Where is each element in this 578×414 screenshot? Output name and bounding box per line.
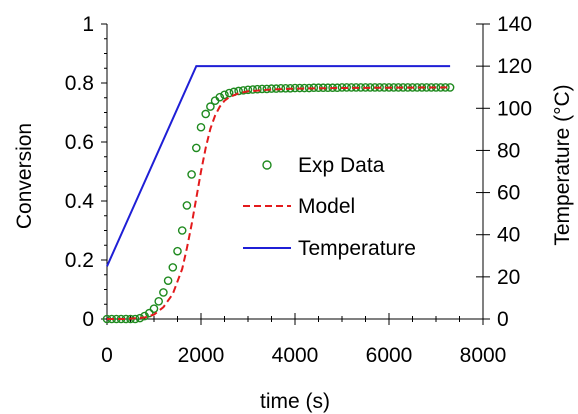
x-tick-label: 0: [101, 344, 113, 367]
y2-tick-label: 140: [497, 13, 532, 36]
legend-marker-exp-data: [262, 160, 272, 170]
model-line: [107, 86, 451, 320]
exp-data-point: [149, 304, 159, 313]
y2-tick-label: 40: [497, 224, 520, 247]
axes: 0 0.2 0.4 0.6 0.8 1 0 20 40 60 80 100 120 140 0 2000 400…: [65, 13, 532, 367]
legend-label: Model: [298, 195, 355, 218]
exp-data-point: [234, 86, 243, 96]
y-tick-label: 0.8: [65, 72, 94, 95]
y2-tick-label: 120: [497, 55, 532, 78]
y2-tick-label: 100: [497, 97, 532, 120]
y-tick-label: 0.6: [65, 131, 94, 154]
x-tick-label: 4000: [272, 344, 319, 367]
exp-data-point: [206, 102, 215, 111]
exp-data-point: [173, 246, 182, 256]
exp-data-point: [182, 201, 192, 210]
y2-tick-label: 60: [497, 182, 520, 205]
exp-data-point: [168, 263, 178, 272]
legend-label: Exp Data: [298, 154, 385, 177]
y-tick-label: 0.4: [65, 190, 95, 213]
series-layer: [102, 65, 455, 324]
exp-data-point: [248, 85, 257, 94]
y-tick-label: 1: [82, 13, 94, 36]
exp-data-point: [238, 86, 248, 95]
exp-data-point: [253, 84, 262, 94]
exp-data-point: [163, 276, 173, 285]
exp-data-point: [267, 84, 276, 93]
y2-tick-label: 20: [497, 266, 520, 289]
exp-data-point: [187, 170, 196, 179]
exp-data-point: [445, 83, 455, 92]
y-tick-label: 0: [82, 308, 94, 331]
exp-data-point: [191, 143, 201, 153]
y-tick-label: 0.2: [65, 249, 94, 272]
temperature-line: [106, 65, 451, 267]
exp-data-point: [220, 90, 229, 100]
exp-data-point: [224, 88, 234, 98]
x-tick-label: 6000: [366, 344, 413, 367]
exp-data-point: [177, 226, 187, 235]
y2-axis-title: Temperature (°C): [551, 84, 574, 245]
exp-data-point: [159, 288, 168, 297]
legend-label: Temperature: [298, 237, 416, 260]
series-exp-data: [102, 83, 455, 324]
legend: Exp Data Model Temperature: [243, 154, 416, 260]
y2-tick-label: 0: [497, 308, 509, 331]
exp-data-point: [243, 85, 253, 95]
y-axis-title: Conversion: [13, 123, 36, 229]
x-tick-label: 2000: [178, 344, 225, 367]
exp-data-point: [201, 109, 210, 119]
x-tick-label: 8000: [460, 344, 507, 367]
exp-data-point: [257, 84, 267, 94]
y2-tick-label: 80: [497, 139, 520, 162]
exp-data-point: [215, 92, 225, 102]
exp-data-point: [144, 308, 154, 318]
exp-data-point: [154, 296, 163, 306]
exp-data-point: [196, 122, 206, 132]
x-axis-title: time (s): [260, 390, 330, 413]
